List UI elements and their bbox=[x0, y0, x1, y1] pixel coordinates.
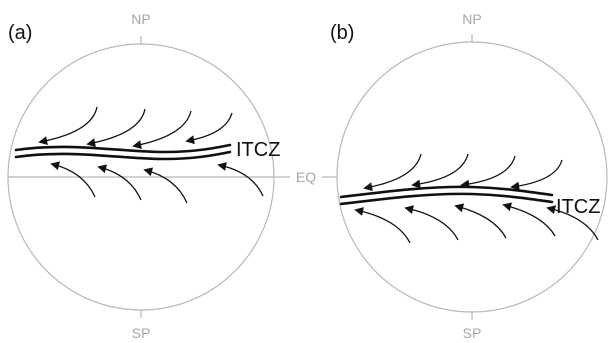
wind-arrow bbox=[404, 205, 459, 241]
wind-arrow bbox=[50, 161, 96, 198]
wind-arrow bbox=[132, 110, 192, 150]
wind-arrow bbox=[546, 205, 599, 241]
north-pole-label-b: NP bbox=[462, 11, 481, 27]
south-pole-label-b: SP bbox=[463, 325, 482, 341]
wind-arrow bbox=[510, 159, 563, 191]
panel-b: (b) NP SP ITCZ bbox=[330, 11, 608, 341]
equator-label: EQ bbox=[296, 169, 316, 185]
wind-arrow bbox=[460, 155, 516, 189]
wind-arrow bbox=[185, 112, 233, 145]
wind-arrow bbox=[354, 207, 411, 244]
wind-arrow bbox=[38, 106, 98, 146]
itcz-label-b: ITCZ bbox=[556, 196, 600, 218]
trade-winds-south-a bbox=[50, 161, 264, 204]
wind-arrow bbox=[454, 203, 507, 239]
trade-winds-south-b bbox=[354, 202, 599, 244]
wind-arrow bbox=[86, 108, 146, 148]
itcz-band-b-lower bbox=[339, 192, 554, 206]
wind-arrow bbox=[97, 164, 142, 201]
trade-winds-north-a bbox=[38, 106, 233, 150]
itcz-label-a: ITCZ bbox=[236, 139, 280, 161]
south-pole-label-a: SP bbox=[132, 325, 151, 341]
trade-winds-north-b bbox=[363, 153, 563, 192]
itcz-band-b-upper bbox=[339, 185, 554, 199]
wind-arrow bbox=[143, 167, 188, 204]
north-pole-label-a: NP bbox=[131, 11, 150, 27]
panel-a: (a) NP SP ITCZ bbox=[7, 11, 280, 341]
itcz-band-a-upper bbox=[14, 143, 232, 154]
globe-b-outline bbox=[336, 41, 608, 313]
wind-arrow bbox=[411, 153, 469, 189]
wind-arrow bbox=[363, 153, 422, 192]
wind-arrow bbox=[502, 202, 556, 237]
panel-b-label: (b) bbox=[330, 22, 354, 44]
panel-a-label: (a) bbox=[8, 22, 32, 44]
itcz-band-a-lower bbox=[14, 150, 232, 161]
wind-arrow bbox=[217, 162, 264, 197]
